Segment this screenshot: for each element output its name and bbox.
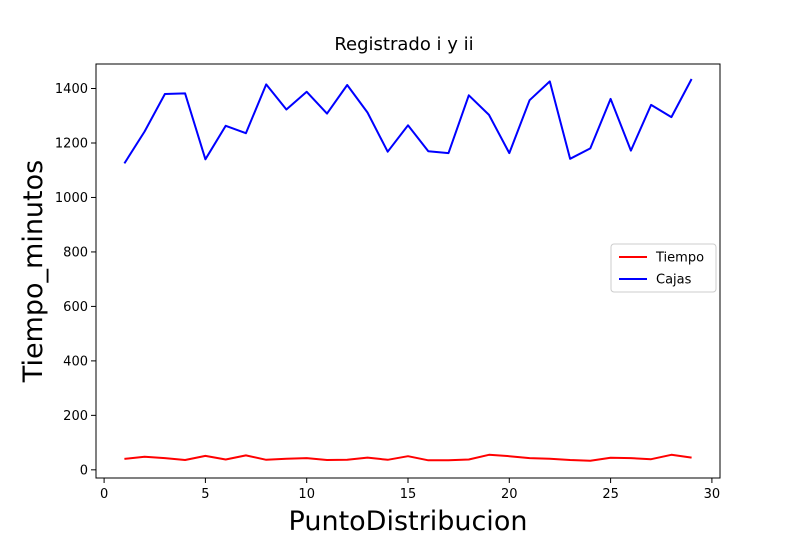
x-tick-label: 20 [501, 487, 518, 502]
y-tick-label: 400 [63, 354, 88, 369]
series-line-tiempo [124, 453, 692, 462]
plot-area [123, 78, 693, 462]
y-tick-label: 800 [63, 245, 88, 260]
y-tick-label: 600 [63, 300, 88, 315]
legend: Tiempo Cajas [610, 243, 717, 293]
x-tick-label: 30 [704, 487, 721, 502]
y-tick-label: 1200 [55, 136, 88, 151]
y-tick-label: 200 [63, 409, 88, 424]
y-tick-label: 1400 [55, 82, 88, 97]
legend-label-tiempo: Tiempo [655, 251, 704, 266]
x-tick-label: 10 [298, 487, 315, 502]
y-tick-label: 1000 [55, 191, 88, 206]
legend-label-cajas: Cajas [656, 273, 692, 288]
chart-title: Registrado i y ii [334, 34, 473, 55]
y-tick-label: 0 [80, 463, 88, 478]
y-axis-title: Tiempo_minutos [18, 160, 49, 383]
x-tick-label: 0 [100, 487, 108, 502]
x-tick-label: 15 [400, 487, 417, 502]
y-axis: 0 200 400 600 800 1000 1200 1400 [55, 82, 96, 478]
series-line-cajas [123, 78, 693, 164]
x-axis: 0 5 10 15 20 25 30 [100, 478, 720, 502]
x-tick-label: 5 [201, 487, 209, 502]
x-tick-label: 25 [602, 487, 619, 502]
x-axis-title: PuntoDistribucion [289, 506, 528, 533]
